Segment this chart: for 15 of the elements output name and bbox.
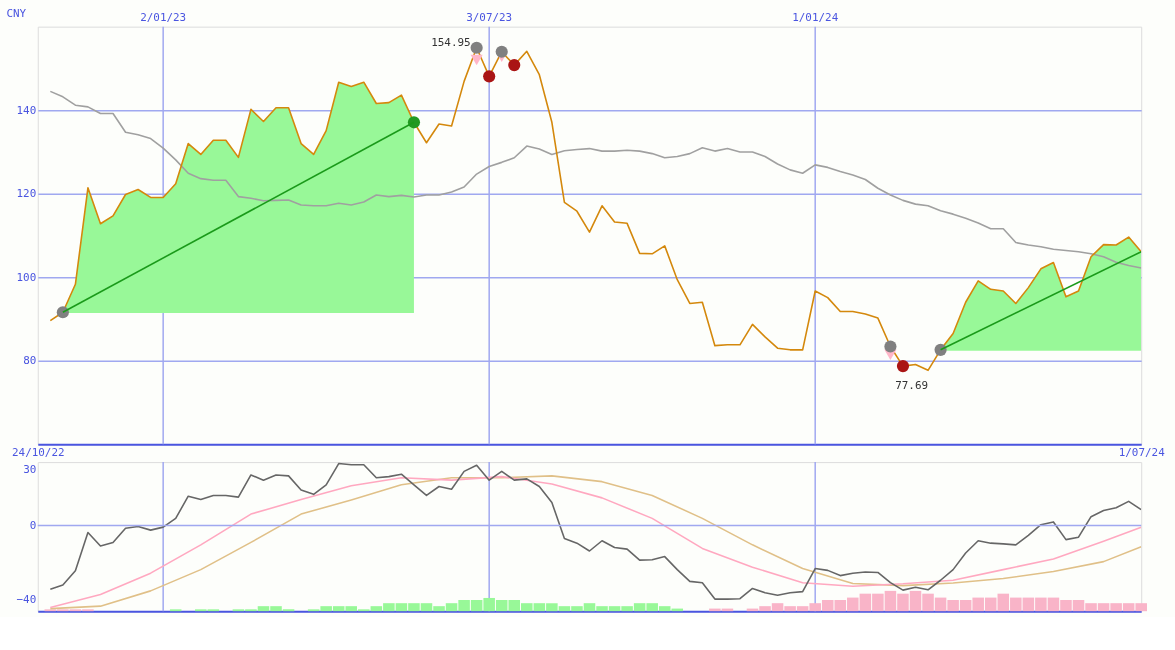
x2-tick-label: 1/01/24 bbox=[792, 10, 839, 24]
y-tick-label: 140 bbox=[16, 103, 37, 117]
y-tick-label: 100 bbox=[16, 270, 37, 284]
x-tick-label: 24/10/22 bbox=[11, 445, 65, 459]
y-axis-title: CNY bbox=[6, 7, 27, 21]
annotation: 77.69 bbox=[895, 379, 929, 393]
y-tick-label: 120 bbox=[16, 187, 37, 201]
x2-tick-label: 2/01/23 bbox=[140, 10, 187, 24]
annotation: 154.95 bbox=[431, 35, 471, 49]
y-tick-label: 30 bbox=[23, 463, 37, 477]
y-tick-label: −40 bbox=[16, 593, 37, 607]
y-tick-label: 0 bbox=[29, 518, 37, 532]
x-tick-label: 1/07/24 bbox=[1118, 445, 1166, 459]
x2-tick-label: 3/07/23 bbox=[466, 10, 513, 24]
y-tick-label: 80 bbox=[23, 354, 37, 368]
